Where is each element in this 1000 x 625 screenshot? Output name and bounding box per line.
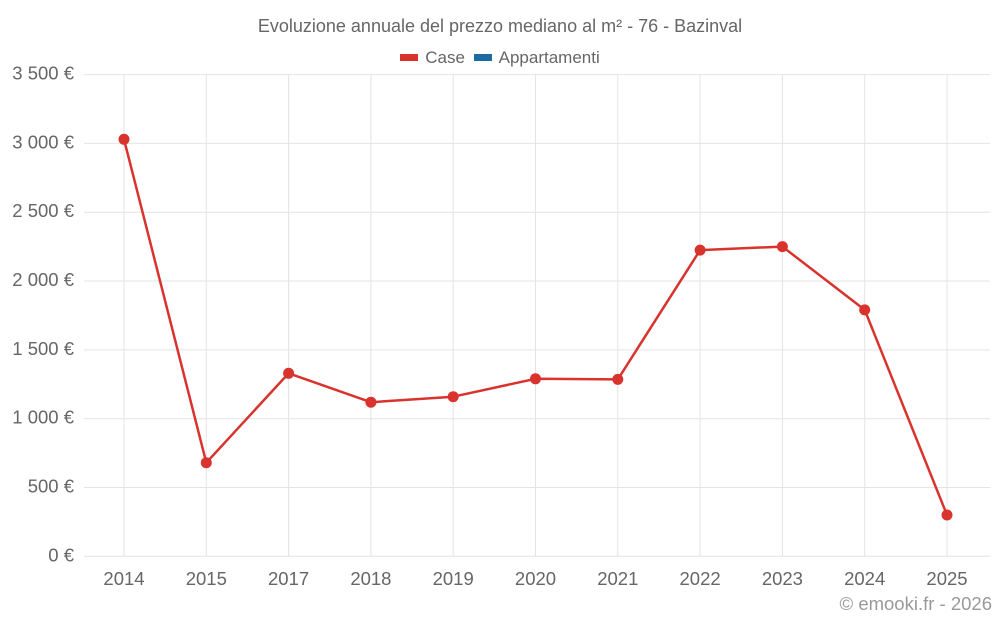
svg-text:1 000 €: 1 000 € <box>12 407 74 428</box>
svg-text:2 000 €: 2 000 € <box>12 269 74 290</box>
svg-text:2018: 2018 <box>350 568 391 589</box>
svg-text:2015: 2015 <box>186 568 227 589</box>
svg-text:2019: 2019 <box>433 568 474 589</box>
svg-text:0 €: 0 € <box>48 544 74 565</box>
svg-text:2021: 2021 <box>597 568 638 589</box>
svg-text:1 500 €: 1 500 € <box>12 338 74 359</box>
svg-text:2020: 2020 <box>515 568 556 589</box>
svg-text:2025: 2025 <box>926 568 967 589</box>
svg-text:2014: 2014 <box>103 568 144 589</box>
svg-text:2022: 2022 <box>680 568 721 589</box>
svg-text:3 500 €: 3 500 € <box>12 63 74 84</box>
svg-text:2024: 2024 <box>844 568 885 589</box>
svg-text:500 €: 500 € <box>28 476 75 497</box>
svg-text:2023: 2023 <box>762 568 803 589</box>
svg-text:2 500 €: 2 500 € <box>12 200 74 221</box>
svg-text:3 000 €: 3 000 € <box>12 131 74 152</box>
svg-text:2017: 2017 <box>268 568 309 589</box>
